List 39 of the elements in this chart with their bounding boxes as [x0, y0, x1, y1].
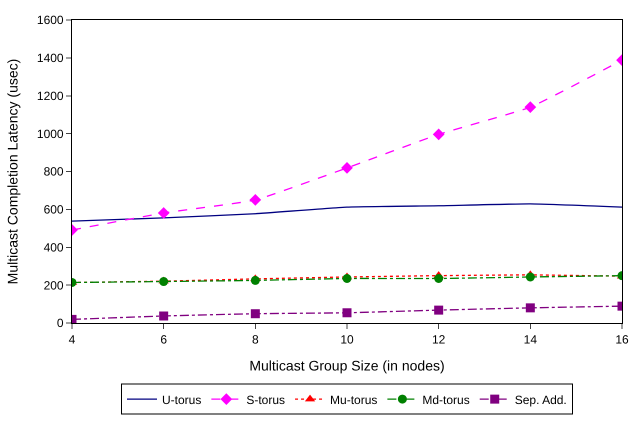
point [250, 276, 260, 285]
point [341, 162, 353, 174]
point [434, 274, 444, 283]
y-tick-label: 1600 [36, 13, 64, 28]
legend-label: Mu-torus [330, 392, 378, 407]
point [159, 277, 168, 286]
legend-label: U-torus [162, 392, 202, 407]
legend-label: Sep. Add. [514, 392, 567, 407]
y-tick-label: 1400 [36, 51, 64, 66]
point [434, 306, 444, 315]
y-tick-label: 1200 [36, 88, 64, 103]
y-tick-label: 0 [56, 316, 64, 330]
y-tick-label: 200 [44, 278, 64, 292]
x-tick-label: 4 [68, 332, 76, 346]
legend-label: S-torus [246, 392, 286, 407]
y-tick-label: 400 [44, 240, 64, 254]
line-series [72, 203, 622, 222]
x-tick-label: 14 [524, 332, 538, 346]
point [526, 272, 535, 282]
x-tick-label: 10 [340, 332, 354, 346]
point [159, 311, 168, 320]
x-tick-label: 16 [615, 332, 629, 346]
y-tick-label: 800 [44, 164, 64, 179]
point [250, 309, 260, 318]
point [524, 101, 536, 113]
point [158, 207, 170, 219]
point [526, 303, 535, 312]
point [249, 194, 262, 206]
legend-label: Md-torus [422, 392, 470, 407]
point [342, 274, 352, 283]
y-tick-label: 600 [44, 202, 64, 217]
x-tick-label: 12 [432, 332, 446, 346]
point [432, 128, 445, 140]
y-axis-title: Multicast Completion Latency (usec) [4, 58, 20, 284]
x-axis-title: Multicast Group Size (in nodes) [249, 358, 445, 374]
y-tick-label: 1000 [36, 126, 64, 141]
point [342, 308, 352, 318]
x-tick-label: 8 [252, 332, 259, 346]
x-tick-label: 6 [160, 332, 168, 346]
